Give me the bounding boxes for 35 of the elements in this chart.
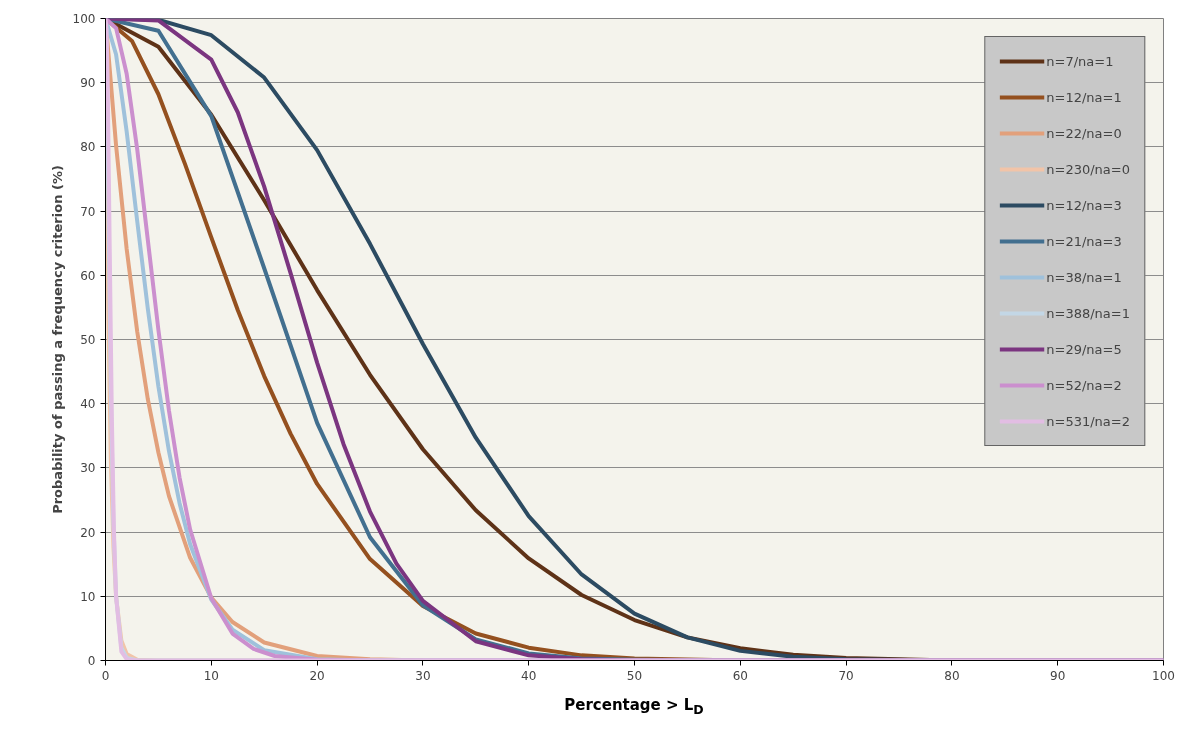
- x-tick-label: 10: [203, 668, 219, 683]
- x-tick-label: 40: [521, 668, 537, 683]
- y-tick-label: 90: [80, 76, 96, 91]
- y-tick-label: 60: [80, 268, 96, 283]
- x-axis-title: Percentage > L$_{D}$: [563, 695, 705, 719]
- legend-label: n=22/na=0: [1046, 125, 1122, 141]
- x-tick-label: 0: [101, 668, 110, 683]
- y-tick-label: 80: [80, 140, 96, 155]
- legend-label: n=12/na=3: [1046, 197, 1122, 213]
- y-tick-label: 70: [80, 204, 96, 219]
- x-tick-label: 80: [944, 668, 960, 683]
- legend-label: n=7/na=1: [1046, 53, 1114, 69]
- legend-label: n=38/na=1: [1046, 269, 1122, 285]
- x-tick-label: 70: [838, 668, 854, 683]
- y-axis-title: Probability of passing a frequency criterion (%): [49, 165, 65, 514]
- legend-label: n=388/na=1: [1046, 305, 1130, 321]
- x-tick-label: 90: [1050, 668, 1066, 683]
- x-tick-label: 20: [309, 668, 325, 683]
- legend-label: n=531/na=2: [1046, 413, 1130, 429]
- x-tick-label: 50: [626, 668, 643, 683]
- y-tick-label: 30: [80, 461, 96, 476]
- y-tick-label: 20: [80, 525, 96, 540]
- legend-label: n=21/na=3: [1046, 233, 1122, 249]
- legend-label: n=52/na=2: [1046, 377, 1122, 393]
- legend-label: n=230/na=0: [1046, 161, 1130, 177]
- legend-label: n=12/na=1: [1046, 89, 1122, 105]
- x-tick-label: 60: [732, 668, 748, 683]
- y-tick-label: 40: [80, 397, 96, 412]
- y-tick-label: 0: [87, 654, 96, 668]
- y-tick-label: 50: [80, 333, 96, 347]
- x-tick-label: 30: [415, 668, 431, 683]
- x-tick-label: 100: [1152, 668, 1175, 683]
- y-tick-label: 10: [80, 589, 96, 604]
- legend-label: n=29/na=5: [1046, 341, 1122, 357]
- y-tick-label: 100: [72, 12, 96, 26]
